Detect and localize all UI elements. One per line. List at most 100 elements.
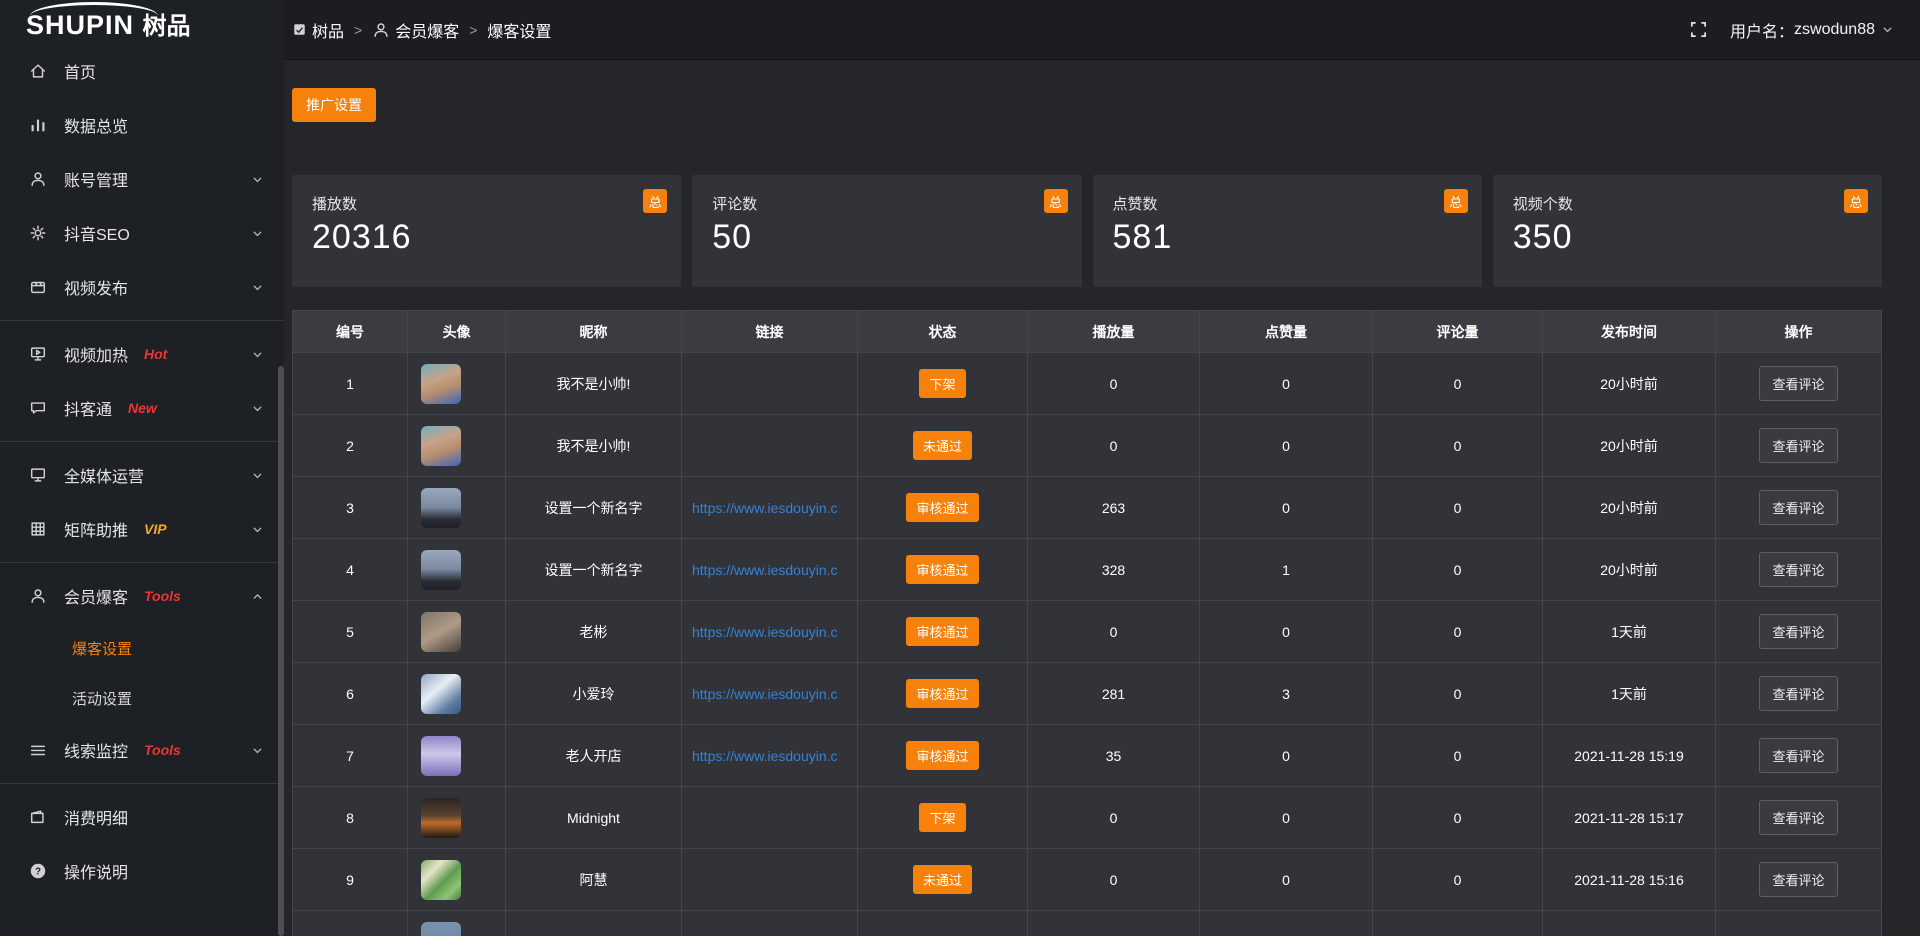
video-link[interactable]: https://www.iesdouyin.c (692, 747, 838, 764)
table-row: 6 小爱玲 https://www.iesdouyin.c 审核通过 281 3 0 1天前 查… (292, 662, 1882, 725)
chevron-down-icon (251, 744, 264, 757)
time-cell: 20小时前 (1542, 538, 1716, 601)
sidebar-item-douyin-seo[interactable]: 抖音SEO (0, 206, 284, 260)
sidebar-item-data-overview[interactable]: 数据总览 (0, 98, 284, 152)
sidebar-item-account-management[interactable]: 账号管理 (0, 152, 284, 206)
video-link[interactable]: https://www.iesdouyin.c (692, 623, 838, 640)
time-cell: 1天前 (1542, 662, 1716, 725)
video-icon (28, 277, 48, 297)
time-cell: 2021-11-28 15:17 (1542, 786, 1716, 849)
breadcrumb-item[interactable]: 树品 (292, 18, 344, 42)
svg-text:?: ? (35, 867, 41, 878)
sidebar-divider (0, 562, 284, 563)
row-id-cell: 7 (292, 724, 408, 787)
sidebar-item-consumption-details[interactable]: 消费明细 (0, 790, 284, 844)
comments-cell: 0 (1372, 848, 1543, 911)
view-comments-button[interactable]: 查看评论 (1759, 738, 1838, 773)
status-badge: 下架 (919, 369, 966, 398)
sidebar-item-label: 抖音SEO (64, 227, 130, 244)
status-cell: 下架 (857, 786, 1028, 849)
sidebar-item-badge: Tools (144, 588, 181, 604)
comments-cell: 0 (1372, 476, 1543, 539)
status-cell: 审核通过 (857, 662, 1028, 725)
row-id-cell: 4 (292, 538, 408, 601)
table-row: 7 老人开店 https://www.iesdouyin.c 审核通过 35 0 0 2021… (292, 724, 1882, 787)
sidebar-subitem-activity-settings[interactable]: 活动设置 (0, 673, 284, 723)
table-row: 1 我不是小帅! 下架 0 0 0 20小时前 查看评论 (292, 352, 1882, 415)
stat-title: 视频个数 (1512, 196, 1573, 213)
time-cell (1542, 910, 1716, 936)
avatar (421, 859, 461, 900)
table-row: 2 我不是小帅! 未通过 0 0 0 20小时前 查看评论 (292, 414, 1882, 477)
sidebar-scrollbar[interactable] (278, 366, 284, 936)
sidebar-item-member-baoke[interactable]: 会员爆客 Tools (0, 569, 284, 623)
avatar-cell (407, 662, 506, 725)
video-link[interactable]: https://www.iesdouyin.c (692, 499, 838, 516)
time-cell: 20小时前 (1542, 414, 1716, 477)
row-id-cell: 5 (292, 600, 408, 663)
view-comments-button[interactable]: 查看评论 (1759, 800, 1838, 835)
plays-cell (1027, 910, 1200, 936)
sidebar-subitem-baoke-settings[interactable]: 爆客设置 (0, 623, 284, 673)
sidebar-item-label: 全媒体运营 (64, 469, 145, 486)
sidebar-item-operation-guide[interactable]: ? 操作说明 (0, 844, 284, 898)
view-comments-button[interactable]: 查看评论 (1759, 366, 1838, 401)
time-cell: 2021-11-28 15:16 (1542, 848, 1716, 911)
video-link[interactable]: https://www.iesdouyin.c (692, 561, 838, 578)
link-cell: https://www.iesdouyin.c (681, 662, 858, 725)
sidebar-item-matrix-boost[interactable]: 矩阵助推 VIP (0, 502, 284, 556)
view-comments-button[interactable]: 查看评论 (1759, 862, 1838, 897)
main-area: 树品 > 会员爆客 > 爆客设置 用户名： zswodun88 推广设置 播放数 2031… (284, 0, 1920, 936)
chevron-down-icon (251, 348, 264, 361)
view-comments-button[interactable]: 查看评论 (1759, 428, 1838, 463)
sidebar-item-label: 首页 (64, 65, 97, 82)
sidebar-item-clue-monitoring[interactable]: 线索监控 Tools (0, 723, 284, 777)
user-dropdown[interactable]: 用户名： zswodun88 (1730, 18, 1894, 42)
likes-cell (1199, 910, 1373, 936)
monitor-icon (28, 465, 48, 485)
status-cell: 未通过 (857, 414, 1028, 477)
grid-icon (28, 519, 48, 539)
sidebar-item-douketong[interactable]: 抖客通 New (0, 381, 284, 435)
sidebar-divider (0, 441, 284, 442)
status-cell: 审核通过 (857, 600, 1028, 663)
sidebar-item-video-publish[interactable]: 视频发布 (0, 260, 284, 314)
chevron-down-icon (251, 523, 264, 536)
user-icon (28, 169, 48, 189)
plays-cell: 0 (1027, 414, 1200, 477)
view-comments-button[interactable]: 查看评论 (1759, 490, 1838, 525)
sidebar-item-label: 操作说明 (64, 865, 129, 882)
table-header-cell: 发布时间 (1542, 310, 1716, 353)
breadcrumb-separator: > (354, 21, 363, 38)
avatar (421, 611, 461, 652)
sidebar-divider (0, 783, 284, 784)
sidebar-item-all-media-operation[interactable]: 全媒体运营 (0, 448, 284, 502)
fullscreen-icon[interactable] (1689, 20, 1708, 39)
sidebar-item-video-heating[interactable]: 视频加热 Hot (0, 327, 284, 381)
action-cell: 查看评论 (1715, 600, 1882, 663)
status-cell: 下架 (857, 352, 1028, 415)
topbar: 树品 > 会员爆客 > 爆客设置 用户名： zswodun88 (284, 0, 1920, 60)
plays-cell: 263 (1027, 476, 1200, 539)
comments-cell: 0 (1372, 414, 1543, 477)
table-row: 8 Midnight 下架 0 0 0 2021-11-28 15:17 查看评论 (292, 786, 1882, 849)
sidebar-menu: 首页数据总览 账号管理抖音SEO 视频发布视频加热 Hot 抖客通 New 全媒体运营矩阵助… (0, 44, 284, 898)
chevron-down-icon (251, 469, 264, 482)
plays-cell: 0 (1027, 848, 1200, 911)
breadcrumb-item[interactable]: 会员爆客 (372, 18, 459, 42)
sidebar-item-home[interactable]: 首页 (0, 44, 284, 98)
plays-cell: 0 (1027, 352, 1200, 415)
chevron-up-icon (251, 590, 264, 603)
view-comments-button[interactable]: 查看评论 (1759, 676, 1838, 711)
link-cell (681, 414, 858, 477)
total-badge: 总 (1043, 189, 1068, 213)
chevron-down-icon (251, 227, 264, 240)
view-comments-button[interactable]: 查看评论 (1759, 552, 1838, 587)
dashboard-icon (292, 22, 307, 37)
status-cell: 未通过 (857, 848, 1028, 911)
breadcrumb-label: 会员爆客 (395, 23, 460, 41)
view-comments-button[interactable]: 查看评论 (1759, 614, 1838, 649)
promo-settings-button[interactable]: 推广设置 (292, 88, 376, 122)
video-link[interactable]: https://www.iesdouyin.c (692, 685, 838, 702)
